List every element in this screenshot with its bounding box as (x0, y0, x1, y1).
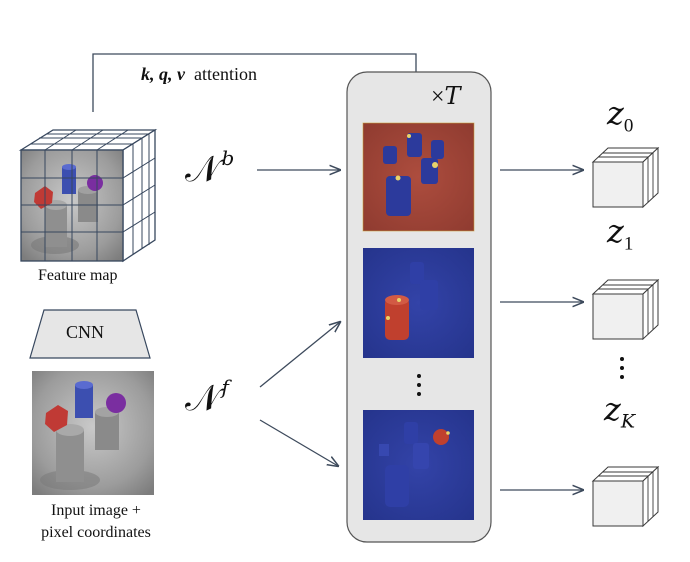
iteration-count: T (444, 82, 461, 110)
slot-label-0-base: z (607, 94, 624, 132)
attention-kqv: k, q, v (141, 64, 185, 84)
slot-cube-0 (591, 146, 660, 209)
input-caption-line1: Input image + (51, 502, 141, 519)
cnn-block (29, 309, 151, 359)
attention-word: attention (194, 64, 257, 84)
feature-map-label: Feature map (38, 267, 118, 284)
slot-ellipsis (620, 357, 624, 379)
mask-image-object-1 (363, 248, 474, 358)
iteration-times: × (431, 84, 445, 110)
arrow-foreground-noise-up (259, 322, 340, 388)
slot-label-0: z0 (607, 94, 633, 137)
attention-label: k, q, v attention (141, 64, 257, 85)
mask-image-background (362, 122, 475, 232)
input-image (32, 371, 154, 495)
input-caption: Input image + pixel coordinates (16, 500, 176, 544)
cnn-label: CNN (66, 322, 105, 342)
slot-label-0-sub: 0 (623, 115, 634, 137)
slot-label-1-sub: 1 (623, 233, 634, 255)
slot-label-k-base: z (604, 390, 621, 428)
mask-ellipsis (417, 374, 421, 396)
feature-map-grid (18, 128, 158, 263)
slot-label-1: z1 (607, 212, 633, 255)
background-noise-sup: b (221, 146, 235, 170)
slot-cube-1 (591, 278, 660, 341)
slot-label-1-base: z (607, 212, 624, 250)
foreground-noise-sup: f (221, 375, 229, 399)
iteration-label: ×T (431, 82, 461, 111)
slot-cube-k (591, 465, 660, 528)
input-caption-line2: pixel coordinates (41, 524, 151, 541)
slot-label-k: zK (604, 390, 635, 432)
foreground-noise-symbol: 𝒩 (185, 378, 220, 418)
arrow-foreground-noise-down (259, 419, 338, 466)
background-noise-symbol: 𝒩 (185, 149, 220, 189)
slot-label-k-sub: K (620, 410, 636, 433)
mask-image-object-k (363, 410, 474, 520)
